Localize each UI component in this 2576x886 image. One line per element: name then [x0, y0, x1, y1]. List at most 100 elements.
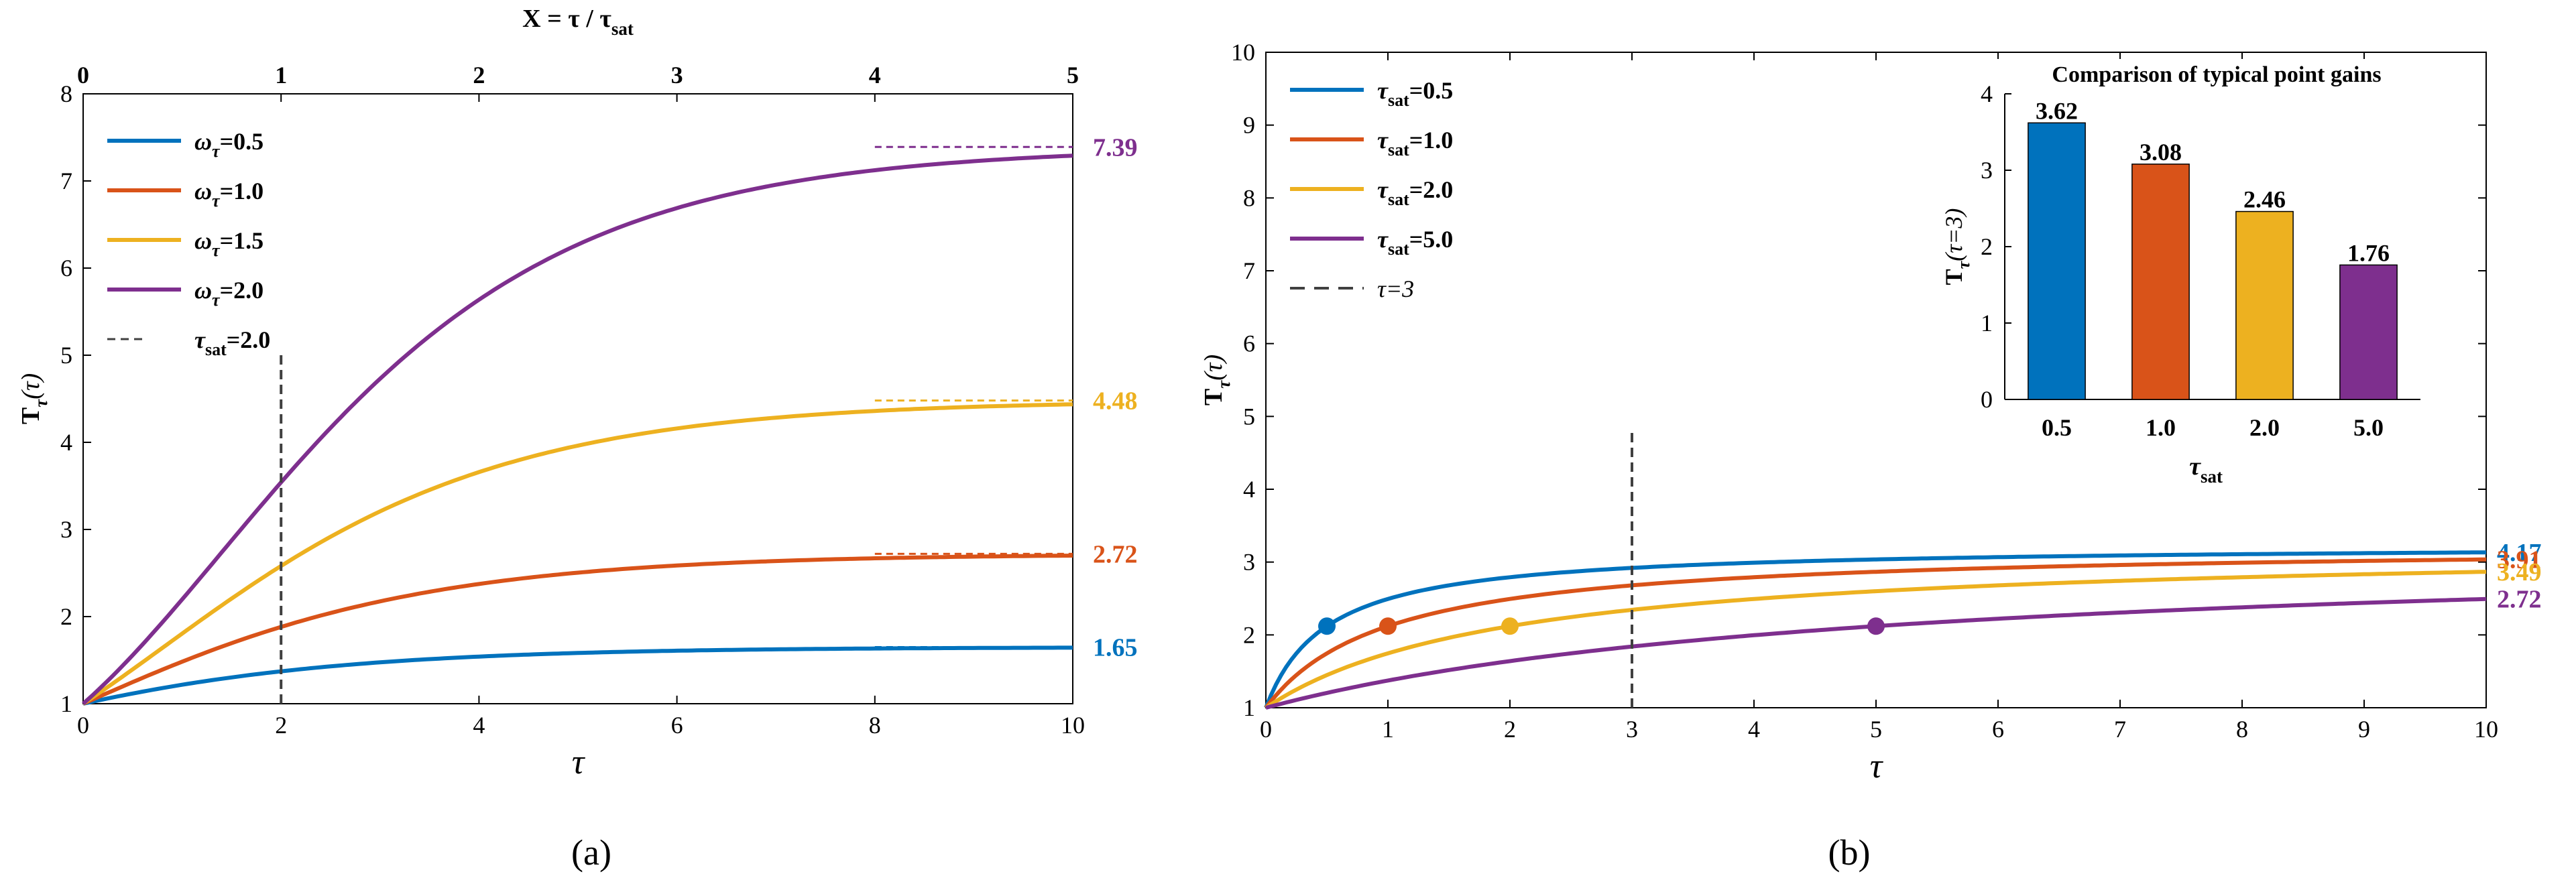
legend-label-a-suffix: =1.0	[220, 178, 264, 204]
x-axis-label-b: τ	[1870, 747, 1884, 785]
legend-label-b-suffix: =0.5	[1409, 77, 1454, 104]
y-tick-label-a: 8	[60, 80, 72, 107]
series-line-a-1	[82, 554, 1073, 706]
caption-a: (a)	[571, 832, 611, 873]
top-tick-label-a: 4	[869, 62, 881, 88]
legend-label-a-vline: τsat=2.0	[194, 326, 270, 359]
series-line-b-1	[1264, 557, 2487, 709]
x-tick-label-b: 5	[1870, 716, 1882, 743]
inset-y-tick-label: 4	[1981, 80, 1993, 107]
legend-label-b-sub: sat	[1388, 190, 1409, 209]
y-label-main: T	[17, 407, 45, 424]
y-tick-label-b: 7	[1243, 257, 1255, 284]
x-tick-label-b: 2	[1504, 716, 1516, 743]
y-tick-label-b: 3	[1243, 549, 1255, 576]
legend-label-b-suffix: =1.0	[1409, 127, 1454, 153]
legend-label-b: τsat=0.5	[1377, 77, 1453, 110]
series-line-b-2	[1265, 570, 2487, 710]
legend-label-b: τsat=5.0	[1377, 226, 1453, 259]
inset-y-tick-label: 2	[1981, 233, 1993, 260]
inset-y-tick-label: 1	[1981, 310, 1993, 336]
y-tick-label-a: 1	[60, 690, 72, 717]
legend-label-b-sub: sat	[1388, 140, 1409, 160]
legend-label-b-suffix: =5.0	[1409, 226, 1454, 253]
inset-y-label-sub: τ	[1954, 260, 1973, 269]
legend-label-a: ωτ=1.5	[194, 227, 264, 260]
x-tick-label-b: 8	[2236, 716, 2248, 743]
legend-label-b-suffix: =2.0	[1409, 176, 1454, 203]
x-tick-label-b: 6	[1992, 716, 2004, 743]
y-label-arg: (τ)	[1199, 355, 1228, 381]
y-tick-label-a: 3	[60, 516, 72, 543]
legend-label-b: τsat=2.0	[1377, 176, 1453, 209]
y-tick-label-a: 4	[60, 429, 72, 456]
legend-label-a-sub: τ	[212, 141, 221, 161]
inset-x-tick-label: 1.0	[2146, 414, 2176, 441]
asymptote-label-a: 7.39	[1093, 133, 1138, 162]
asymptote-label-a: 2.72	[1093, 540, 1138, 568]
inset-bar-5.0	[2339, 264, 2398, 400]
end-value-label-b: 4.17	[2497, 539, 2542, 567]
top-axis-label-a: X = τ / τsat	[522, 5, 634, 39]
asymptote-label-a: 1.65	[1093, 634, 1138, 662]
series-marker-b-1	[1379, 617, 1397, 635]
asymptote-label-a: 4.48	[1093, 387, 1138, 416]
inset-bar-value-label: 2.46	[2243, 186, 2286, 213]
y-tick-label-b: 10	[1231, 39, 1255, 66]
inset-x-tick-label: 5.0	[2353, 414, 2384, 441]
y-label-arg: (τ)	[17, 373, 45, 399]
y-tick-label-b: 6	[1243, 330, 1255, 357]
inset-x-tick-label: 0.5	[2042, 414, 2072, 441]
x-tick-label-a: 6	[671, 712, 683, 739]
x-tick-label-a: 8	[869, 712, 881, 739]
y-tick-label-b: 8	[1243, 184, 1255, 211]
top-tick-label-a: 2	[473, 62, 485, 88]
y-tick-label-b: 4	[1243, 476, 1255, 503]
inset-bar-value-label: 3.08	[2140, 139, 2182, 166]
inset-y-label-main: T	[1940, 269, 1967, 285]
inset-bar-1.0	[2131, 164, 2190, 400]
inset-bar-chart: 0 1 2 3 4 Comparison of typical point gains 3.…	[1911, 59, 2467, 487]
legend-label-a: ωτ=2.0	[194, 277, 264, 310]
y-tick-label-b: 5	[1243, 403, 1255, 430]
legend-label-b-main: τ	[1377, 176, 1389, 203]
x-tick-label-a: 0	[77, 712, 89, 739]
series-marker-b-2	[1501, 617, 1519, 635]
legend-label-a-suffix: =1.5	[220, 227, 264, 254]
series-marker-b-3	[1867, 617, 1885, 635]
legend-label-b-main: τ	[1377, 226, 1389, 253]
inset-x-tick-label: 2.0	[2249, 414, 2280, 441]
series-line-b-0	[1264, 550, 2486, 709]
series-line-a-3	[82, 153, 1073, 706]
inset-bar-value-label: 1.76	[2347, 239, 2390, 266]
x-tick-label-b: 7	[2114, 716, 2126, 743]
legend-label-a-main: ω	[194, 277, 212, 304]
legend-label-b-main: τ	[1377, 77, 1389, 104]
y-tick-label-a: 6	[60, 255, 72, 281]
legend-label-a-sub: τ	[212, 241, 221, 260]
inset-y-label: Tτ(τ=3)	[1940, 208, 1973, 286]
inset-bar-0.5	[2028, 122, 2086, 400]
x-tick-label-b: 10	[2474, 716, 2498, 743]
top-tick-label-a: 1	[275, 62, 287, 88]
series-marker-b-0	[1318, 617, 1336, 635]
inset-bar-value-label: 3.62	[2036, 97, 2078, 124]
x-tick-label-b: 9	[2358, 716, 2370, 743]
legend-vline-main: τ	[194, 326, 206, 353]
inset-y-tick-label: 0	[1981, 386, 1993, 413]
y-tick-label-a: 5	[60, 342, 72, 369]
legend-label-a-sub: τ	[212, 191, 221, 210]
series-line-b-3	[1265, 596, 2487, 710]
y-label-sub: τ	[31, 399, 51, 407]
legend-label-a: ωτ=1.0	[194, 178, 264, 210]
x-axis-label-a: τ	[572, 743, 586, 781]
y-tick-label-a: 2	[60, 603, 72, 630]
y-axis-label-a: Tτ(τ)	[17, 373, 51, 424]
legend-label-b-sub: sat	[1388, 90, 1409, 110]
end-value-label-b: 2.72	[2497, 586, 2542, 614]
caption-b: (b)	[1828, 832, 1871, 873]
inset-title: Comparison of typical point gains	[2052, 62, 2381, 87]
legend-label-b: τsat=1.0	[1377, 127, 1453, 160]
